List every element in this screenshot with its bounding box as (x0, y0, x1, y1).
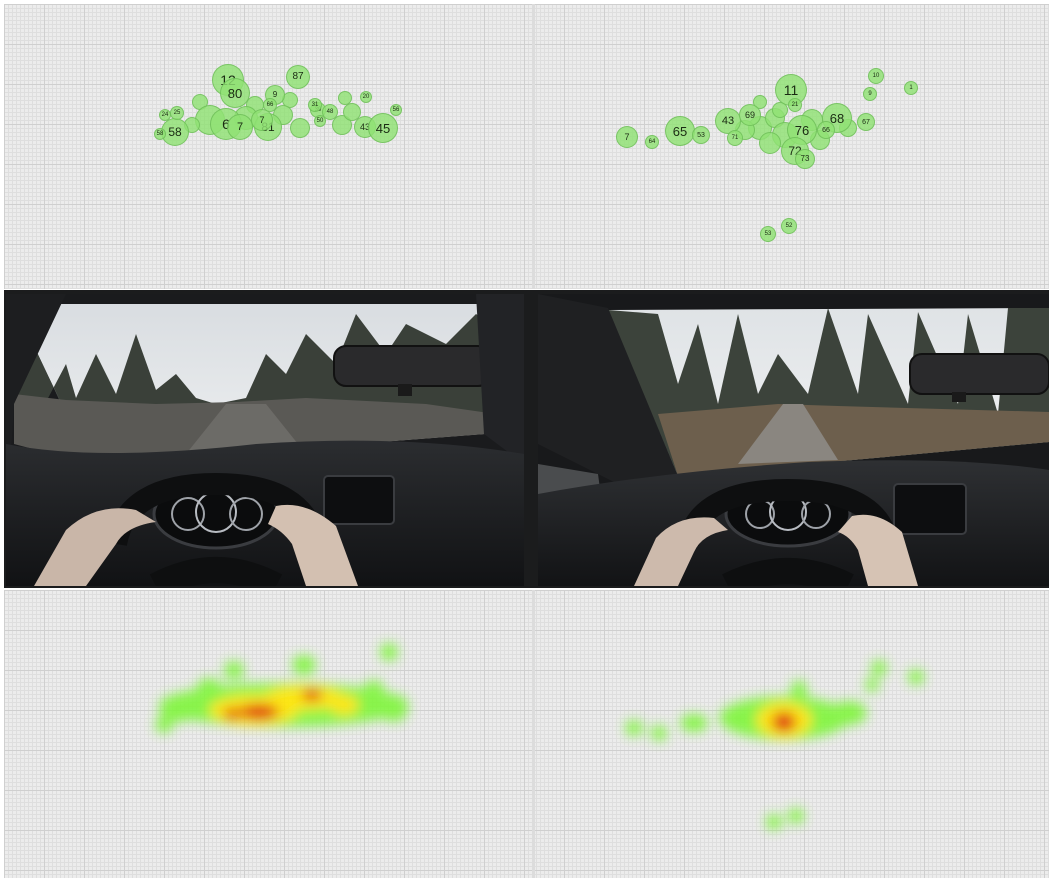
fixation-point: 21 (788, 98, 802, 112)
fixation-point: 20 (360, 91, 372, 103)
heatmap-right (625, 660, 924, 830)
fixation-point: 7 (616, 126, 638, 148)
fixation-point: 58 (154, 128, 166, 140)
fixation-point: 56 (390, 104, 402, 116)
fixation-point (290, 118, 310, 138)
fixation-point: 53 (692, 126, 710, 144)
fixation-point (759, 132, 781, 154)
heatmap-left (155, 643, 409, 733)
fixation-point: 71 (727, 130, 743, 146)
fixation-point: 87 (286, 65, 310, 89)
fixation-point: 69 (739, 104, 761, 126)
fixation-point: 64 (645, 135, 659, 149)
fixation-point: 1 (904, 81, 918, 95)
fixation-point: 48 (322, 104, 338, 120)
fixation-point: 7 (227, 114, 253, 140)
fixation-point: 45 (368, 113, 398, 143)
fixation-point: 10 (868, 68, 884, 84)
attention-heatmap (155, 643, 924, 830)
fixation-point: 80 (220, 78, 250, 108)
fixation-point: 31 (308, 98, 322, 112)
fixation-point: 67 (857, 113, 875, 131)
driver-view-path-image (538, 294, 1049, 586)
heatmap-panel (4, 590, 1049, 878)
driver-view-road-image (6, 294, 524, 586)
fixation-point: 43 (715, 108, 741, 134)
fixation-plot-panel: 12808795825246739817434548665056203158 1… (4, 4, 1049, 289)
fixation-point: 53 (760, 226, 776, 242)
fixation-point: 52 (781, 218, 797, 234)
fixation-plot-left: 12808795825246739817434548665056203158 (4, 4, 1049, 289)
fixation-point: 73 (795, 149, 815, 169)
fixation-point (772, 102, 788, 118)
fixation-point: 7 (251, 109, 273, 131)
fixation-point: 66 (263, 98, 277, 112)
fixation-point: 24 (159, 109, 171, 121)
fixation-point (343, 103, 361, 121)
stimulus-images (4, 290, 1049, 588)
panel-divider (532, 4, 535, 289)
fixation-point: 9 (863, 87, 877, 101)
panel-divider (532, 590, 535, 878)
fixation-point: 66 (817, 121, 835, 139)
fixation-point: 50 (314, 115, 326, 127)
fixation-point (338, 91, 352, 105)
fixation-point: 11 (775, 74, 807, 106)
fixation-plot-right: 11 10 1 9 65 7 64 53 43 69 76 68 67 66 72 73 53 52 21 71 (4, 4, 1049, 289)
fixation-point: 65 (665, 116, 695, 146)
